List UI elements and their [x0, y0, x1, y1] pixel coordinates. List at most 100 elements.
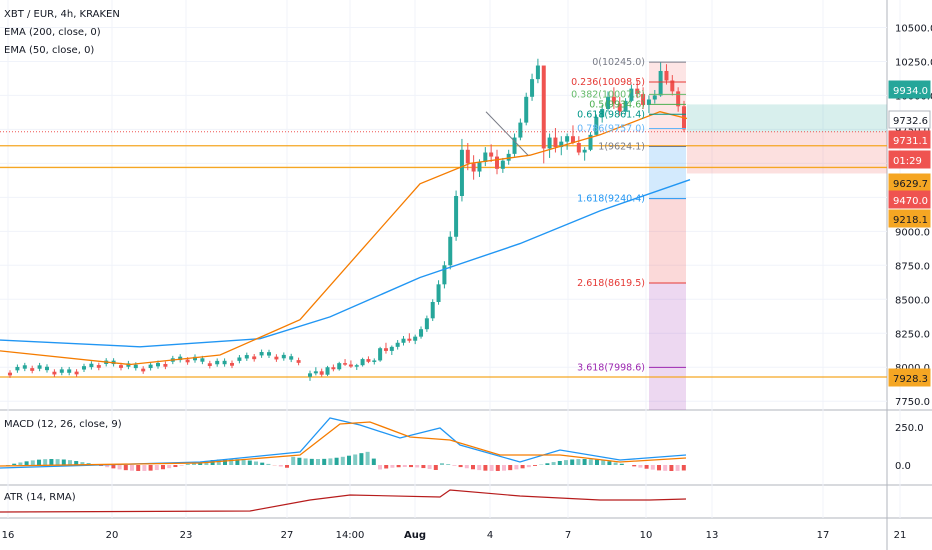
- candle-body: [419, 329, 424, 337]
- macd-histogram-bar: [68, 460, 72, 465]
- macd-histogram-bar: [464, 465, 469, 469]
- candle-body: [126, 363, 131, 367]
- macd-histogram-bar: [675, 465, 680, 471]
- price-axis-tick: 10250.0: [895, 57, 932, 68]
- fib-label: 3.618(7998.6): [577, 362, 645, 373]
- candle-body: [237, 357, 242, 361]
- candle-body: [222, 360, 227, 365]
- ema50-line: [0, 111, 688, 366]
- price-tag-label: 9934.0: [893, 86, 928, 97]
- candle-body: [178, 356, 183, 361]
- fib-band-red: [649, 198, 686, 284]
- candle-body: [156, 362, 160, 367]
- macd-histogram-bar: [154, 465, 159, 471]
- macd-histogram-bar: [582, 459, 587, 465]
- candle-body: [163, 363, 168, 367]
- macd-histogram-bar: [117, 465, 122, 470]
- price-tag-label: 9470.0: [893, 196, 928, 207]
- ema200-line: [0, 179, 691, 348]
- candle-body: [67, 369, 72, 373]
- candle-body: [506, 153, 511, 161]
- candle-body: [629, 88, 634, 101]
- candle-body: [383, 348, 388, 351]
- macd-histogram-bar: [12, 463, 17, 465]
- macd-histogram-bar: [365, 451, 370, 465]
- atr-legend[interactable]: ATR (14, RMA): [4, 492, 76, 503]
- candle-body: [215, 360, 220, 365]
- macd-legend[interactable]: MACD (12, 26, close, 9): [4, 419, 122, 430]
- macd-histogram-bar: [663, 465, 668, 471]
- macd-histogram-bar: [644, 465, 649, 469]
- horizontal-levels: [0, 131, 887, 378]
- macd-histogram-bar: [111, 465, 116, 469]
- macd-histogram-bar: [681, 465, 686, 471]
- candle-body: [252, 356, 257, 360]
- candle-body: [52, 371, 57, 375]
- macd-histogram-bar: [55, 459, 60, 465]
- candle-body: [74, 371, 79, 375]
- candle-body: [200, 358, 205, 362]
- macd-histogram-bar: [421, 465, 426, 469]
- price-tag-label: 01:29: [893, 156, 922, 167]
- candle-body: [331, 367, 336, 370]
- fib-label: 2.618(8619.5): [577, 278, 645, 289]
- macd-histogram-bar: [619, 463, 624, 465]
- macd-histogram-bar: [557, 460, 562, 465]
- macd-histogram-bar: [347, 455, 351, 465]
- candle-body: [635, 88, 640, 95]
- macd-histogram-bar: [216, 459, 221, 465]
- macd-histogram-bar: [650, 465, 655, 470]
- price-axis-tick: 8750.0: [895, 261, 930, 272]
- candle-body: [588, 134, 593, 150]
- candle-body: [308, 373, 312, 377]
- macd-histogram-bar: [471, 465, 475, 470]
- macd-line: [0, 417, 687, 469]
- candle-body: [518, 122, 523, 138]
- macd-histogram-bar: [185, 464, 190, 465]
- macd-histogram-bar: [477, 465, 482, 471]
- candle-body: [553, 137, 558, 148]
- macd-histogram-bar: [74, 461, 79, 465]
- target-zone: [687, 104, 887, 132]
- candle-body: [454, 195, 459, 237]
- candle-body: [267, 352, 271, 356]
- macd-histogram-bar: [378, 465, 382, 470]
- macd-histogram-bar: [638, 465, 643, 468]
- symbol-title[interactable]: XBT / EUR, 4h, KRAKEN: [4, 9, 120, 20]
- macd-histogram-bar: [247, 460, 252, 465]
- candle-body: [366, 359, 371, 362]
- price-tag-label: 9629.7: [893, 179, 928, 190]
- macd-axis-tick: 250.0: [895, 423, 924, 434]
- stop-zone: [687, 131, 887, 174]
- candle-body: [512, 137, 517, 154]
- time-axis[interactable]: 16 20 23 27 14:00 Aug 4 7 10 13 17 21: [2, 530, 907, 541]
- macd-histogram-bar: [49, 459, 54, 465]
- ema50-legend[interactable]: EMA (50, close, 0): [4, 45, 95, 56]
- macd-histogram-bar: [241, 459, 246, 465]
- time-axis-tick: 13: [706, 530, 719, 541]
- macd-histogram-bar: [551, 462, 556, 465]
- candle-body: [141, 368, 146, 372]
- macd-histogram-bar: [483, 465, 488, 471]
- candle-body: [600, 109, 605, 118]
- time-axis-tick: 10: [640, 530, 653, 541]
- time-axis-tick: 27: [281, 530, 294, 541]
- candle-body: [436, 284, 441, 302]
- candle-body: [193, 356, 197, 361]
- candle-body: [281, 354, 286, 359]
- candle-body: [389, 346, 394, 351]
- ema200-legend[interactable]: EMA (200, close, 0): [4, 27, 101, 38]
- macd-histogram-bar: [142, 465, 147, 471]
- macd-histogram-bar: [328, 458, 333, 465]
- macd-histogram-bar: [173, 465, 178, 468]
- macd-histogram-bar: [502, 465, 506, 471]
- price-tag-label: 9731.1: [893, 136, 928, 147]
- macd-histogram-bar: [595, 459, 599, 465]
- fib-label: 1.618(9240.4): [577, 194, 645, 205]
- candle-body: [541, 65, 546, 149]
- trend-line: [485, 111, 529, 156]
- macd-histogram-bar: [409, 465, 413, 468]
- fib-label: 1(9624.1): [598, 142, 645, 153]
- macd-histogram-bar: [446, 464, 451, 465]
